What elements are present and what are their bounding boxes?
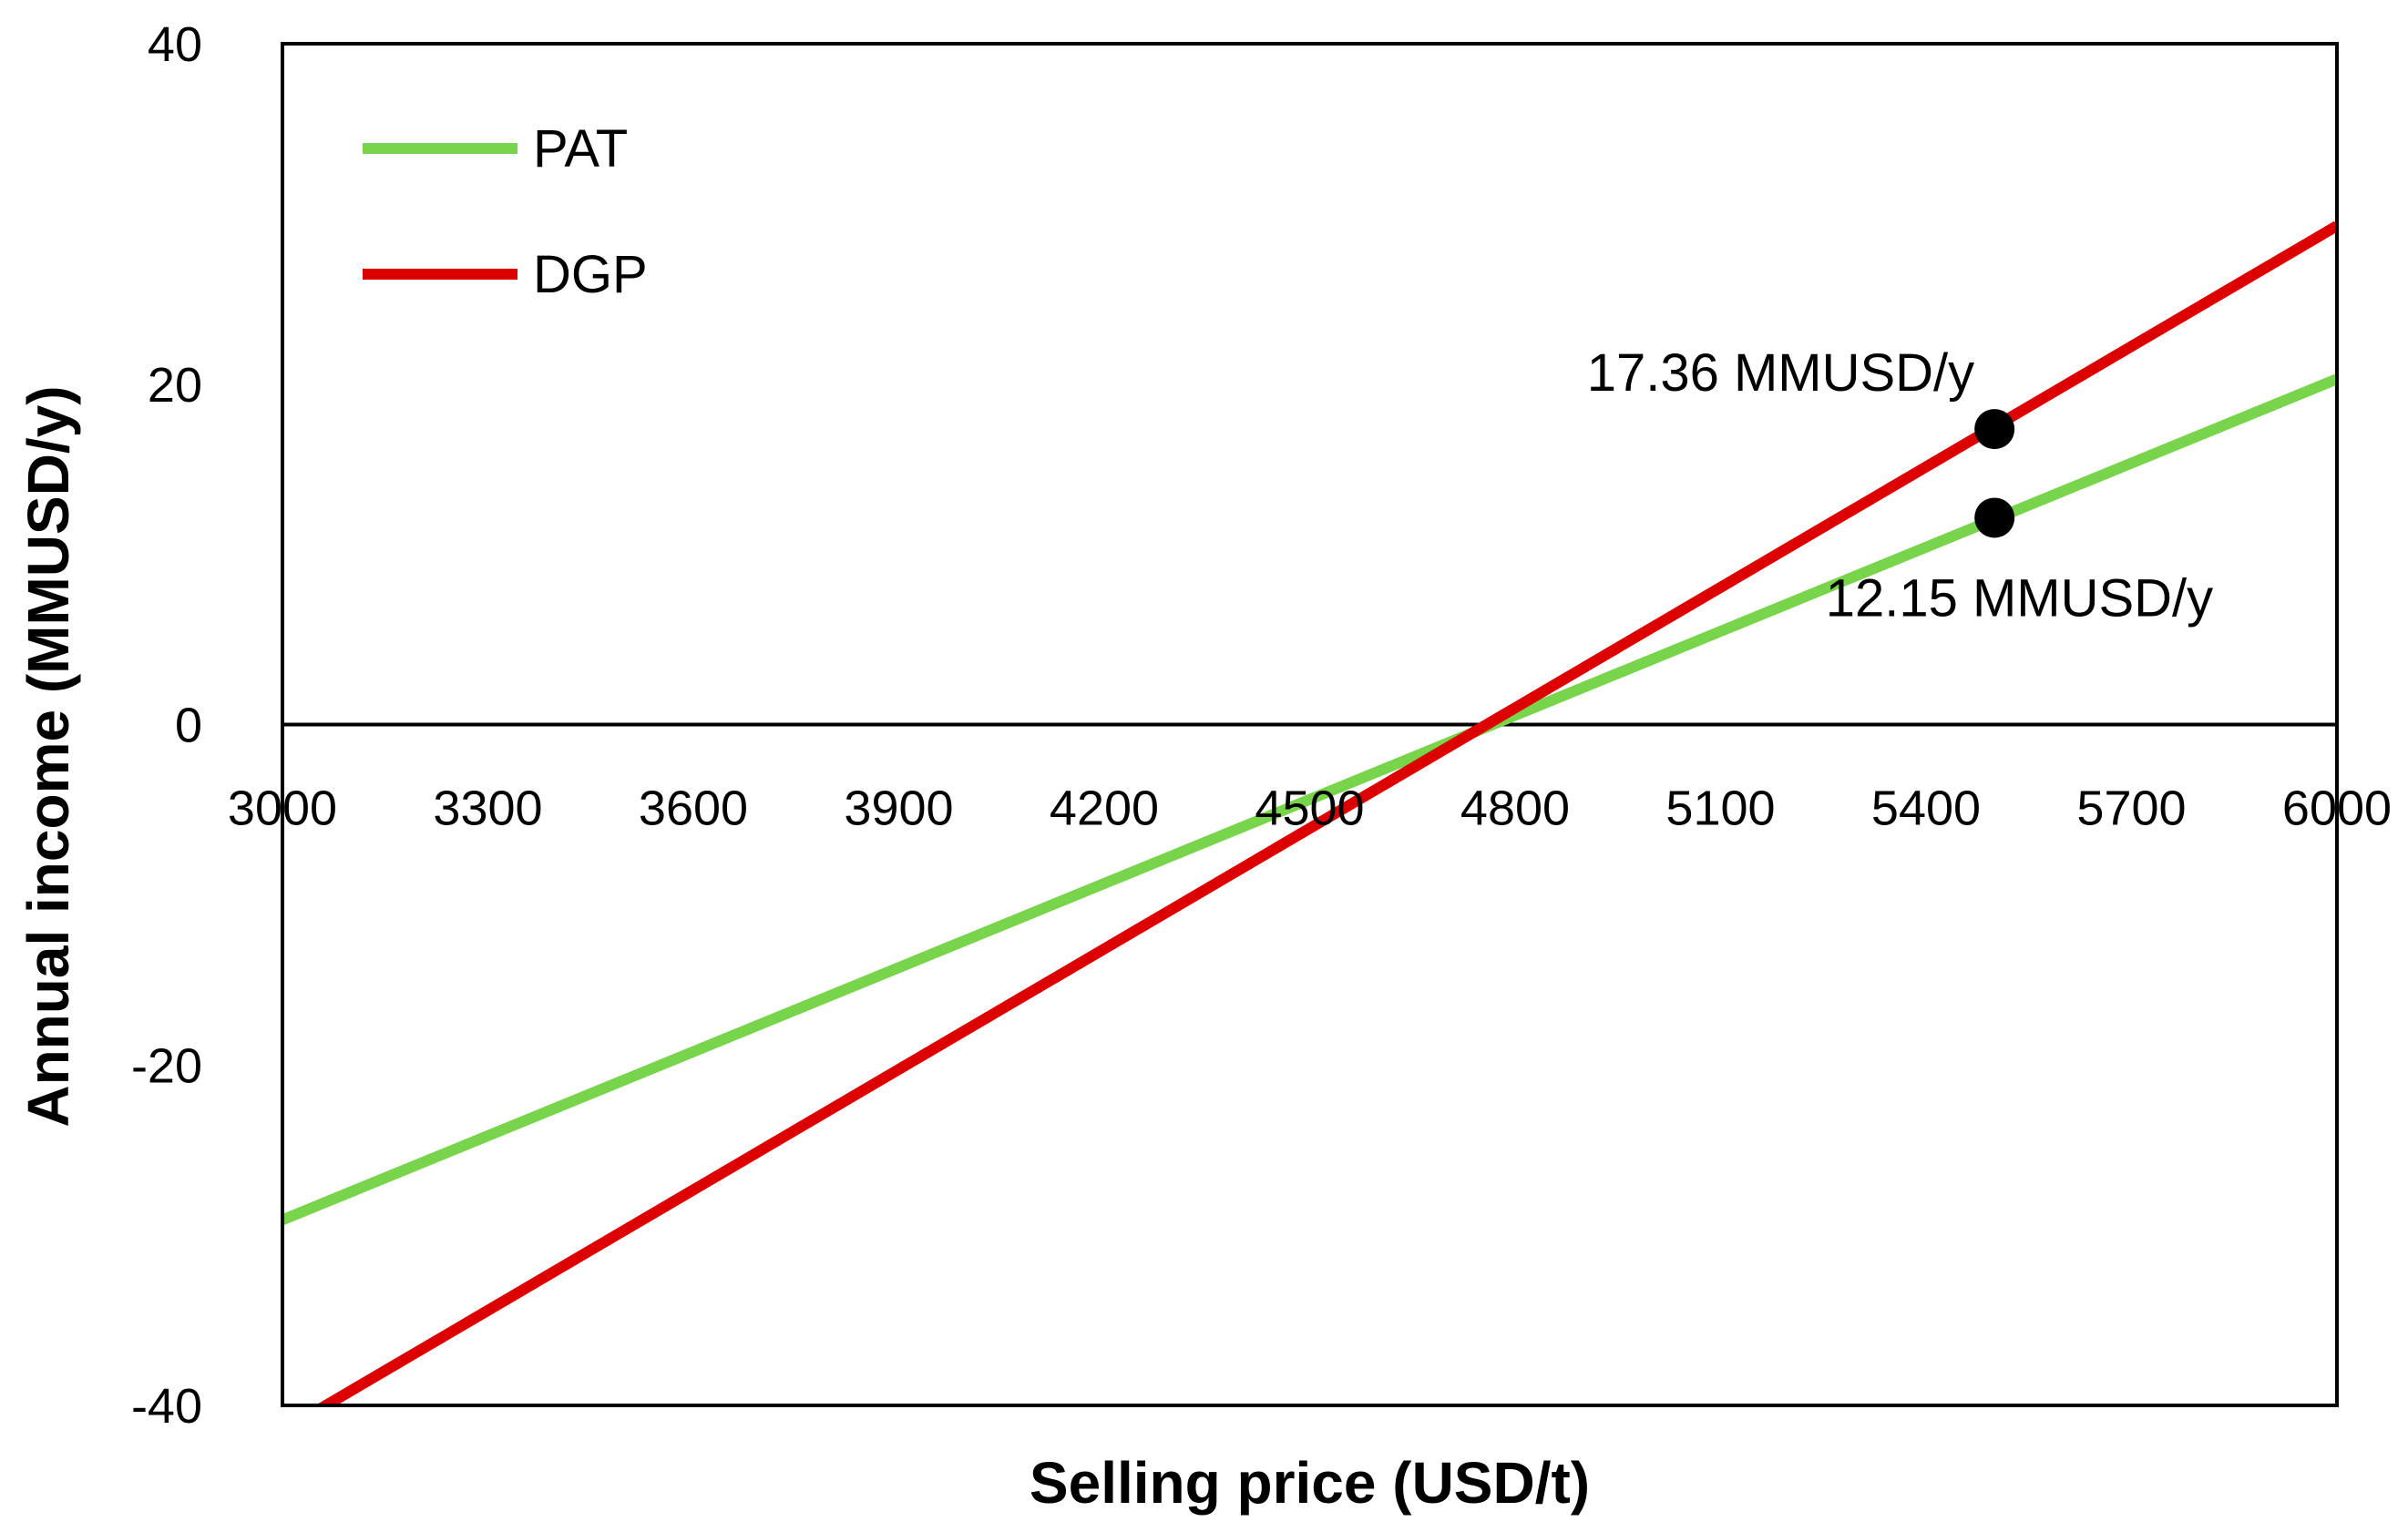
annotation-label: 17.36 MMUSD/y	[1587, 343, 1974, 403]
x-tick-label: 6000	[2282, 781, 2392, 836]
x-tick-label: 4800	[1460, 781, 1570, 836]
x-axis-title: Selling price (USD/t)	[1030, 1450, 1590, 1516]
x-tick-label: 5700	[2076, 781, 2186, 836]
y-tick-label: -20	[131, 1038, 202, 1093]
x-tick-label: 3600	[639, 781, 748, 836]
annotation-marker	[1974, 409, 2015, 450]
x-tick-label: 3300	[433, 781, 542, 836]
x-tick-label: 3900	[844, 781, 953, 836]
x-tick-label: 5400	[1871, 781, 1981, 836]
x-tick-label: 3000	[228, 781, 337, 836]
y-tick-label: -40	[131, 1379, 202, 1434]
y-tick-label: 0	[175, 699, 202, 753]
y-tick-label: 20	[148, 358, 202, 413]
legend-label-pat: PAT	[533, 119, 628, 179]
annotation-label: 12.15 MMUSD/y	[1826, 568, 2213, 628]
plot-frame	[281, 42, 2339, 1407]
y-tick-label: 40	[148, 17, 202, 72]
x-tick-label: 4200	[1050, 781, 1159, 836]
y-axis-title: Annual income (MMUSD/y)	[15, 385, 81, 1127]
x-tick-label: 4500	[1255, 781, 1364, 836]
x-tick-label: 5100	[1665, 781, 1775, 836]
annotation-marker	[1974, 497, 2015, 538]
legend-label-dgp: DGP	[533, 245, 648, 304]
